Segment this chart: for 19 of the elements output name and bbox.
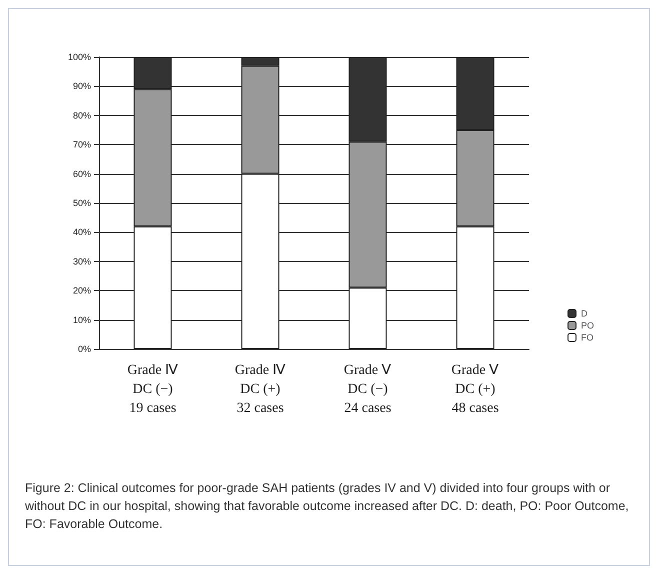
y-tick-label: 90% bbox=[72, 81, 91, 92]
y-tick-label: 50% bbox=[72, 198, 91, 208]
y-tick-label: 60% bbox=[72, 168, 91, 179]
y-tick-label: 100% bbox=[68, 52, 91, 62]
caption: Figure 2: Clinical outcomes for poor-grade SAH patients (grades IV and V) divided into four groups with or without DC in our hospital, showing that favorable outcome increased after DC. D: death, PO: Poor Outcome, FO: Favorable Outcome. bbox=[25, 480, 630, 533]
x-tick-label: Grade Ⅳ DC (−) 19 cases bbox=[127, 363, 178, 416]
legend-label: PO bbox=[580, 320, 594, 330]
x-tick-label: Grade Ⅴ DC (−) 24 cases bbox=[344, 363, 392, 416]
y-tick-label: 40% bbox=[72, 227, 91, 238]
x-tick-label: Grade Ⅴ DC (+) 48 cases bbox=[451, 363, 500, 416]
y-tick-label: 30% bbox=[72, 256, 91, 266]
y-tick-label: 10% bbox=[72, 314, 91, 325]
y-tick-label: 80% bbox=[72, 110, 91, 120]
legend-label: D bbox=[580, 308, 588, 318]
legend-label: FO bbox=[580, 332, 594, 342]
y-tick-label: 0% bbox=[78, 344, 91, 354]
x-tick-label: Grade Ⅳ DC (+) 32 cases bbox=[234, 363, 286, 416]
y-tick-label: 20% bbox=[72, 286, 91, 296]
y-tick-label: 70% bbox=[72, 140, 91, 150]
